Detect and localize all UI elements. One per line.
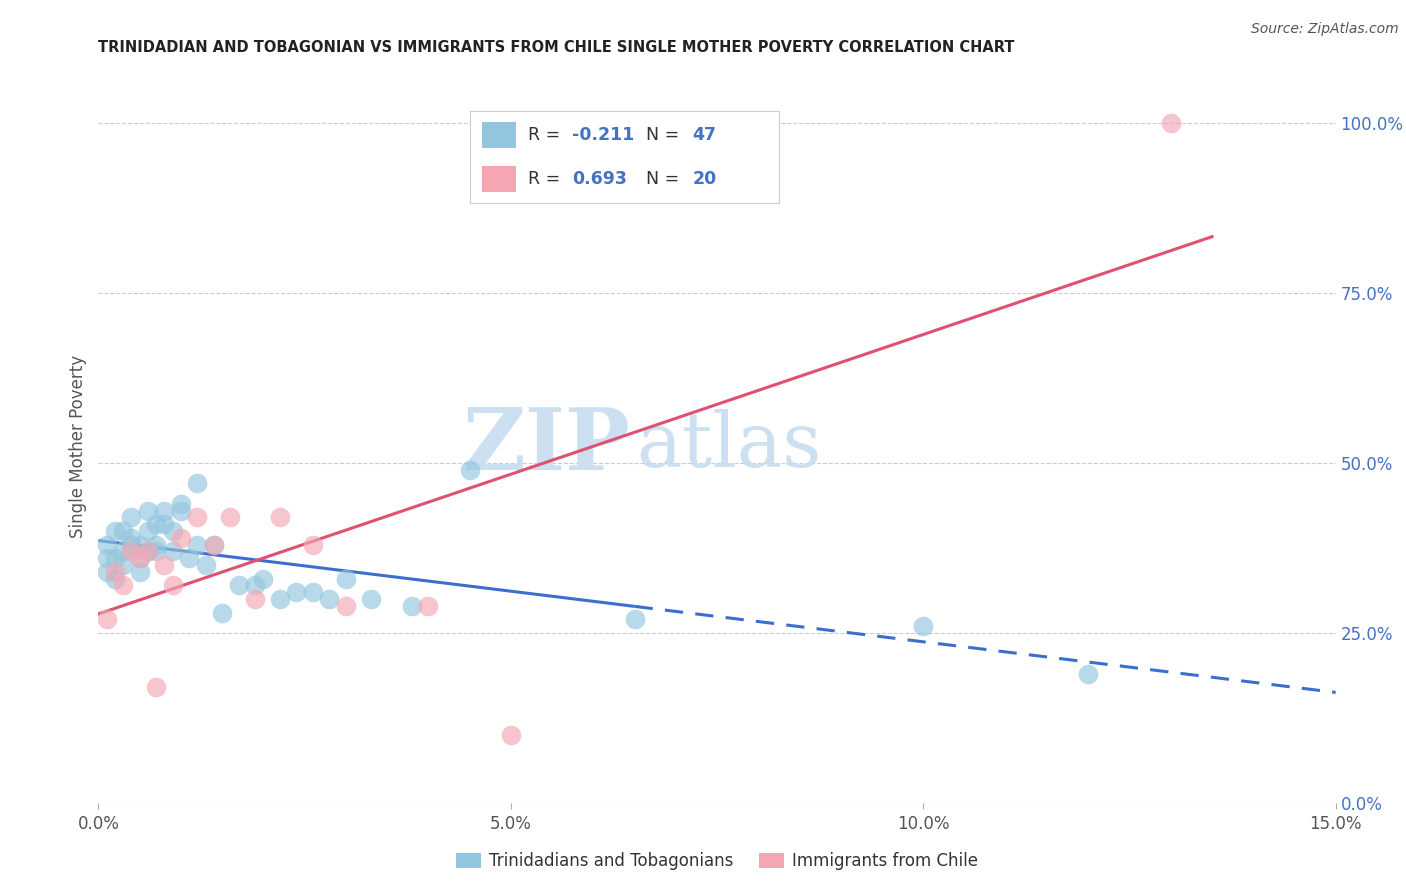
- Text: N =: N =: [645, 170, 685, 188]
- Point: [318, 591, 340, 606]
- Point: [202, 537, 225, 551]
- Point: [1160, 116, 1182, 130]
- Point: [162, 544, 184, 558]
- Point: [145, 680, 167, 694]
- Point: [162, 524, 184, 538]
- Point: [228, 578, 250, 592]
- Text: R =: R =: [529, 126, 567, 144]
- Point: [136, 503, 159, 517]
- Text: Source: ZipAtlas.com: Source: ZipAtlas.com: [1251, 22, 1399, 37]
- Point: [104, 572, 127, 586]
- Text: -0.211: -0.211: [572, 126, 634, 144]
- Text: TRINIDADIAN AND TOBAGONIAN VS IMMIGRANTS FROM CHILE SINGLE MOTHER POVERTY CORREL: TRINIDADIAN AND TOBAGONIAN VS IMMIGRANTS…: [98, 40, 1015, 55]
- Point: [120, 537, 142, 551]
- Point: [211, 606, 233, 620]
- Point: [153, 558, 176, 572]
- Point: [153, 517, 176, 532]
- Point: [179, 551, 201, 566]
- Point: [170, 497, 193, 511]
- Point: [1077, 666, 1099, 681]
- Point: [285, 585, 308, 599]
- Text: ZIP: ZIP: [463, 404, 630, 488]
- Point: [162, 578, 184, 592]
- Point: [335, 599, 357, 613]
- Point: [128, 537, 150, 551]
- Y-axis label: Single Mother Poverty: Single Mother Poverty: [69, 354, 87, 538]
- Text: atlas: atlas: [637, 409, 823, 483]
- Point: [145, 544, 167, 558]
- Point: [104, 565, 127, 579]
- Point: [120, 531, 142, 545]
- Legend: Trinidadians and Tobagonians, Immigrants from Chile: Trinidadians and Tobagonians, Immigrants…: [450, 846, 984, 877]
- Point: [136, 544, 159, 558]
- Point: [128, 551, 150, 566]
- Point: [128, 551, 150, 566]
- Text: 20: 20: [692, 170, 717, 188]
- Point: [458, 463, 481, 477]
- Point: [170, 531, 193, 545]
- Point: [104, 551, 127, 566]
- Point: [104, 524, 127, 538]
- Point: [96, 565, 118, 579]
- Point: [243, 591, 266, 606]
- Point: [335, 572, 357, 586]
- Point: [112, 544, 135, 558]
- Point: [145, 517, 167, 532]
- Text: 0.693: 0.693: [572, 170, 627, 188]
- Point: [136, 524, 159, 538]
- Point: [145, 537, 167, 551]
- Point: [112, 524, 135, 538]
- Text: 47: 47: [692, 126, 716, 144]
- Point: [96, 612, 118, 626]
- Point: [186, 476, 208, 491]
- Point: [302, 585, 325, 599]
- Point: [153, 503, 176, 517]
- Point: [136, 544, 159, 558]
- FancyBboxPatch shape: [482, 166, 516, 193]
- Point: [912, 619, 935, 633]
- FancyBboxPatch shape: [482, 121, 516, 148]
- Point: [96, 537, 118, 551]
- Text: R =: R =: [529, 170, 567, 188]
- Point: [202, 537, 225, 551]
- Point: [401, 599, 423, 613]
- Point: [112, 578, 135, 592]
- Point: [360, 591, 382, 606]
- Point: [128, 565, 150, 579]
- Point: [194, 558, 217, 572]
- Point: [269, 591, 291, 606]
- Point: [112, 558, 135, 572]
- Point: [186, 510, 208, 524]
- Point: [120, 510, 142, 524]
- Point: [269, 510, 291, 524]
- Point: [623, 612, 645, 626]
- Point: [499, 728, 522, 742]
- Point: [120, 544, 142, 558]
- Text: N =: N =: [645, 126, 685, 144]
- Point: [302, 537, 325, 551]
- Point: [243, 578, 266, 592]
- Point: [252, 572, 274, 586]
- Point: [170, 503, 193, 517]
- Point: [418, 599, 440, 613]
- Point: [186, 537, 208, 551]
- Point: [219, 510, 242, 524]
- Point: [96, 551, 118, 566]
